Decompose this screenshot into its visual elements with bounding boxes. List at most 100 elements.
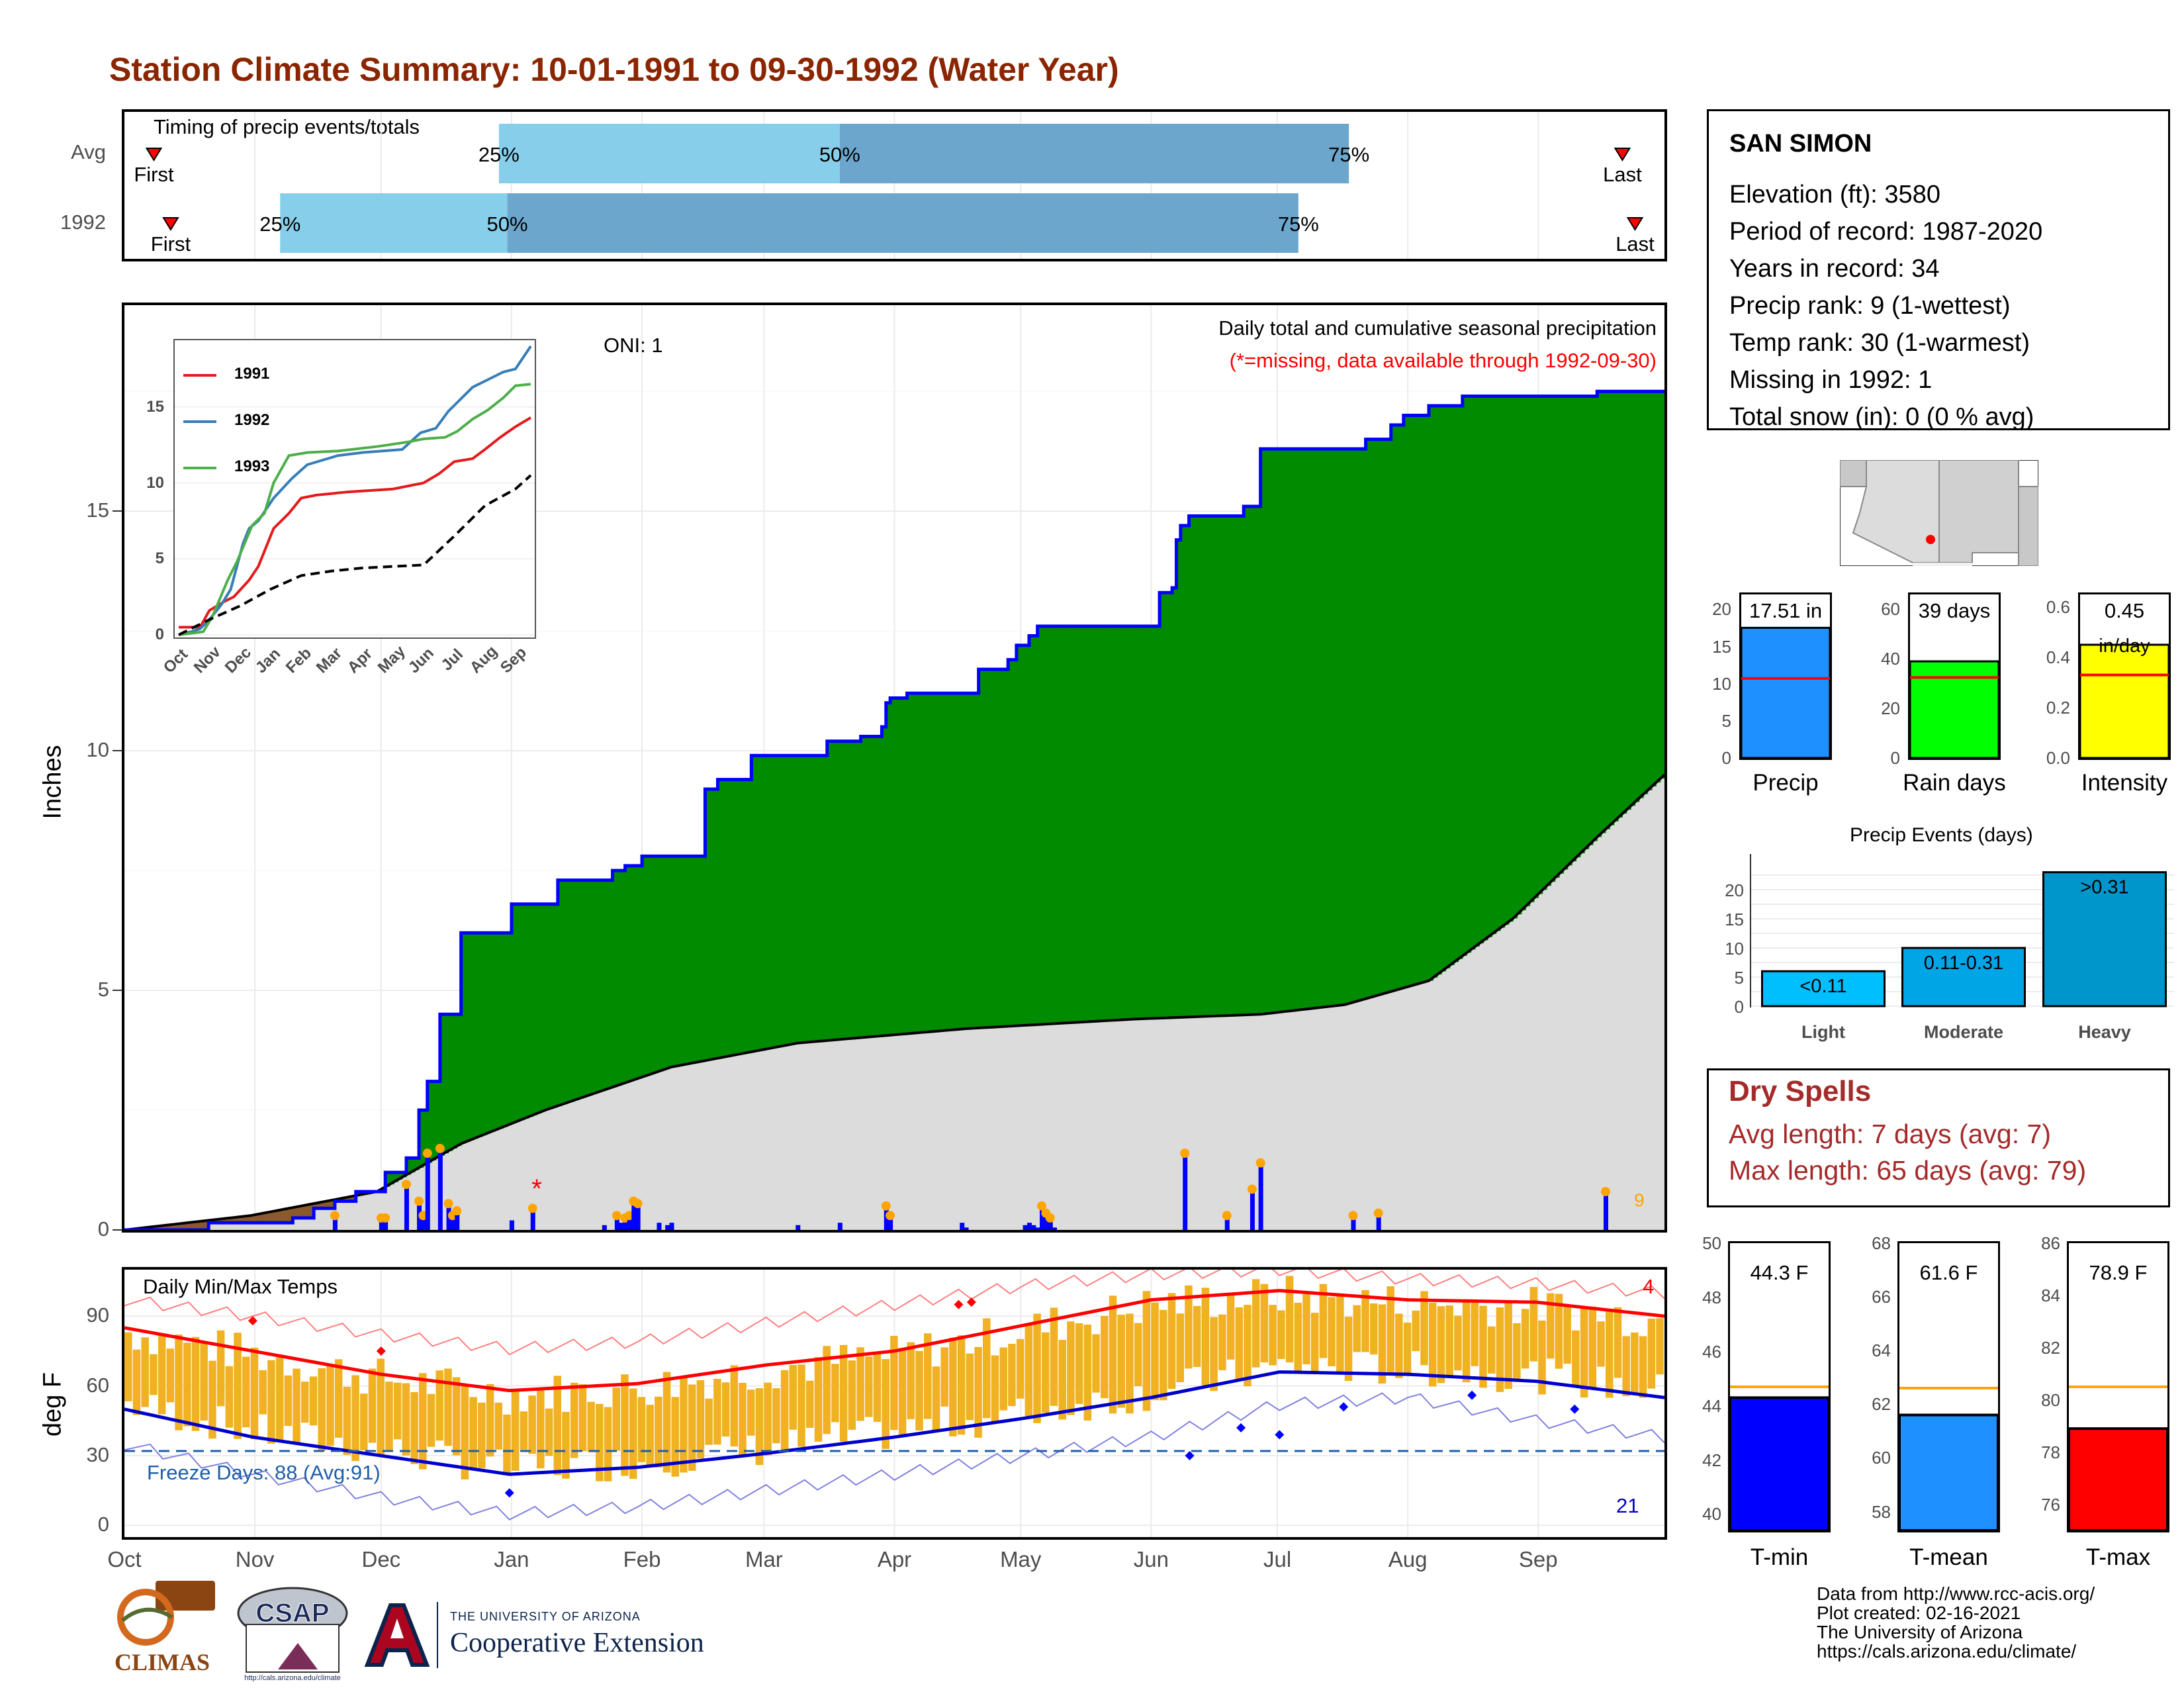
- above-normal-fill: [1130, 626, 1135, 1019]
- above-normal-fill: [1180, 525, 1185, 1017]
- above-normal-fill: [1433, 406, 1438, 978]
- above-normal-fill: [612, 870, 617, 1088]
- daily-temp-bar: [1251, 1279, 1260, 1368]
- daily-temp-bar: [183, 1342, 191, 1427]
- daily-precip-bar: [665, 1225, 670, 1230]
- above-normal-fill: [1508, 396, 1514, 922]
- daily-temp-bar: [1420, 1291, 1428, 1366]
- above-normal-fill: [1315, 449, 1320, 1008]
- above-normal-fill: [494, 933, 500, 1131]
- record-high-marker: [248, 1316, 257, 1326]
- daily-precip-bar: [437, 1148, 443, 1230]
- temp-bar-y-tick: 64: [1872, 1340, 1891, 1361]
- above-normal-fill: [1525, 396, 1531, 907]
- daily-temp-bar: [1378, 1304, 1387, 1384]
- daily-temp-bar: [377, 1358, 385, 1456]
- daily-temp-bar: [1260, 1284, 1269, 1363]
- daily-temp-bar: [604, 1407, 612, 1481]
- daily-temp-bar: [814, 1357, 823, 1442]
- above-normal-fill: [1428, 406, 1433, 981]
- daily-temp-bar: [671, 1397, 680, 1477]
- daily-precip-bar: [888, 1215, 893, 1230]
- above-normal-fill: [688, 856, 693, 1064]
- summary-bar-y-tick: 20: [1712, 599, 1731, 620]
- daily-temp-bar: [856, 1347, 864, 1421]
- above-normal-fill: [1222, 516, 1228, 1016]
- daily-temp-bar: [293, 1368, 300, 1443]
- summary-bar-2: [2080, 643, 2169, 758]
- above-normal-fill: [764, 755, 769, 1050]
- daily-temp-bar: [553, 1376, 562, 1476]
- above-normal-fill: [1324, 449, 1328, 1008]
- summary-bar-svg-1: [1910, 660, 1999, 758]
- above-normal-fill: [890, 698, 895, 1035]
- daily-temp-bar: [225, 1366, 234, 1428]
- station-detail-line: Elevation (ft): 3580: [1729, 181, 1940, 209]
- below-normal-fill: [293, 1207, 298, 1218]
- above-normal-fill: [1092, 626, 1097, 1022]
- daily-temp-bar: [696, 1380, 705, 1459]
- daily-temp-bar: [1344, 1317, 1353, 1382]
- daily-temp-bar: [1462, 1302, 1471, 1383]
- above-normal-fill: [1024, 645, 1030, 1025]
- above-normal-fill: [1471, 396, 1476, 950]
- summary-bar-y-tick: 40: [1881, 649, 1900, 669]
- daily-temp-bar: [435, 1370, 444, 1441]
- timing-bar-50-75: [507, 193, 1298, 253]
- ua-logo-line2: Cooperative Extension: [450, 1628, 704, 1658]
- precip-panel-note: (*=missing, data available through 1992-…: [1229, 349, 1657, 372]
- daily-temp-bar: [578, 1384, 587, 1452]
- daily-precip-bar: [425, 1153, 430, 1230]
- daily-temp-bar: [596, 1403, 604, 1481]
- daily-temp-bar: [882, 1359, 889, 1449]
- above-normal-fill: [1046, 626, 1051, 1025]
- events-y-tick: 5: [1735, 968, 1744, 988]
- above-normal-fill: [1542, 396, 1547, 890]
- below-normal-fill: [229, 1217, 234, 1223]
- above-normal-fill: [1529, 396, 1535, 902]
- oni-label: ONI: 1: [604, 334, 663, 357]
- timing-first-marker: [145, 148, 163, 162]
- daily-precip-dot: [452, 1206, 462, 1216]
- summary-bar-y-tick: 10: [1712, 673, 1731, 694]
- daily-temp-bar: [1185, 1285, 1193, 1369]
- record-low-marker: [1339, 1402, 1349, 1412]
- daily-precip-bar: [1031, 1225, 1036, 1230]
- inset-line-1992: [178, 345, 532, 636]
- summary-bar-label-0: Precip: [1752, 770, 1819, 796]
- above-normal-fill: [1285, 449, 1291, 1011]
- above-normal-fill: [924, 693, 929, 1033]
- above-normal-fill: [995, 669, 1001, 1027]
- above-normal-fill: [760, 755, 765, 1051]
- month-tick-label: Jan: [494, 1547, 529, 1571]
- daily-temp-bar: [1269, 1305, 1277, 1366]
- daily-temp-bar: [318, 1368, 326, 1451]
- daily-precip-dot: [612, 1211, 621, 1221]
- above-normal-fill: [810, 755, 815, 1043]
- temp-bar-y-tick: 78: [2041, 1442, 2060, 1462]
- above-normal-fill: [562, 880, 567, 1105]
- above-normal-fill: [701, 856, 705, 1062]
- above-normal-fill: [385, 1172, 390, 1187]
- above-normal-fill: [566, 880, 571, 1103]
- daily-temp-bar: [1538, 1320, 1546, 1395]
- daily-temp-bar: [158, 1334, 166, 1415]
- daily-temp-bar: [1647, 1319, 1656, 1389]
- above-normal-fill: [1101, 626, 1105, 1021]
- daily-precip-dot: [330, 1211, 340, 1221]
- above-normal-fill: [953, 693, 958, 1030]
- temp-bar-svg-0: [1730, 1385, 1829, 1530]
- daily-precip-bar: [631, 1201, 637, 1230]
- timing-pct-label: 75%: [1328, 143, 1369, 166]
- below-normal-fill: [259, 1213, 264, 1223]
- station-detail-line: Total snow (in): 0 (0 % avg): [1729, 403, 2034, 431]
- temp-bar-0: [1730, 1396, 1829, 1530]
- daily-temp-bar: [1058, 1340, 1066, 1420]
- daily-temp-bar: [1042, 1332, 1050, 1413]
- precip-y-tick-mark: [113, 990, 122, 992]
- temp-bar-label-0: T-min: [1750, 1544, 1809, 1570]
- above-normal-fill: [1365, 439, 1371, 999]
- above-normal-fill: [419, 1110, 424, 1168]
- above-normal-fill: [852, 741, 857, 1039]
- below-normal-fill: [255, 1215, 260, 1223]
